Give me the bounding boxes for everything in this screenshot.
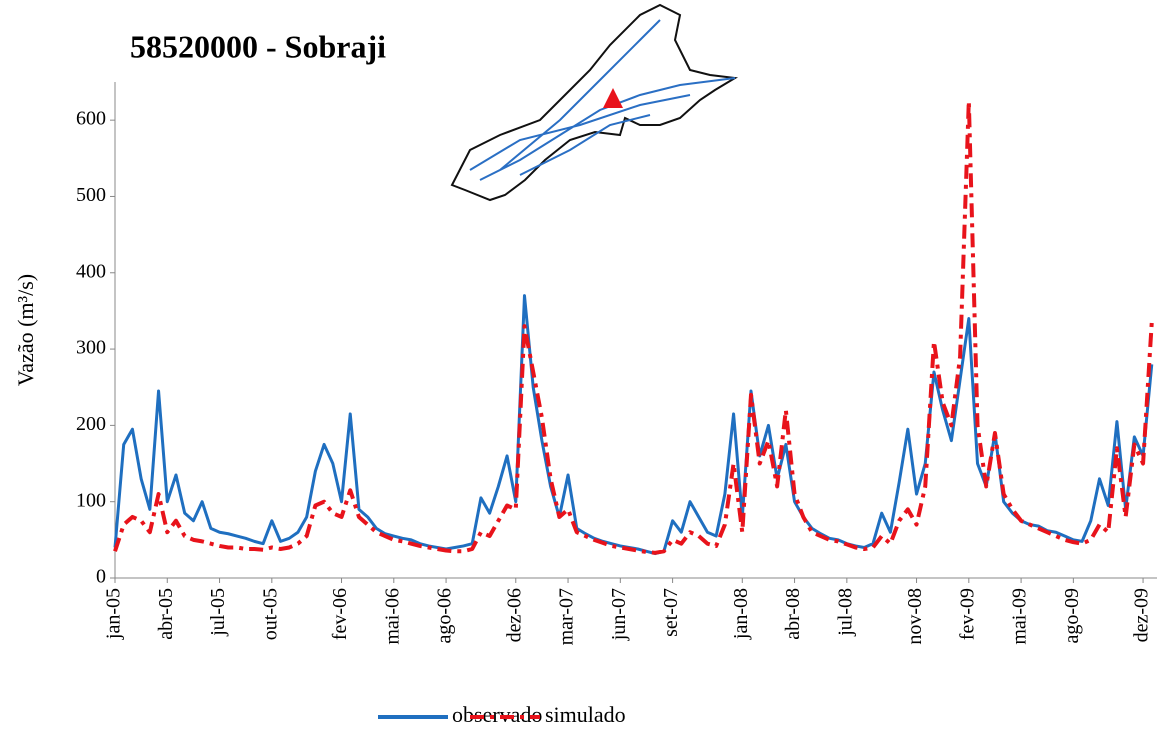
x-tick-label: mar-07: [556, 588, 578, 645]
chart-title: 58520000 - Sobraji: [130, 28, 386, 64]
x-tick-label: jan-08: [730, 588, 752, 640]
x-tick-label: jun-07: [608, 588, 630, 641]
basin-map: [450, 3, 739, 202]
x-tick-label: jul-05: [207, 588, 229, 637]
x-tick-label: out-05: [259, 588, 281, 640]
legend: observado simulado: [378, 702, 626, 727]
y-tick-label: 300: [76, 337, 106, 359]
y-tick-label: 500: [76, 184, 106, 206]
x-tick-label: mai-09: [1009, 588, 1031, 645]
x-tick-label: fev-09: [956, 588, 978, 640]
rivers: [469, 19, 736, 181]
x-tick-label: ago-06: [434, 588, 456, 644]
x-tick-label: dez-09: [1131, 588, 1153, 642]
series-line: [113, 294, 1154, 556]
y-axis-label: Vazão (m³/s): [13, 274, 38, 386]
x-tick-label: jul-08: [834, 588, 856, 637]
x-tick-label: dez-06: [503, 588, 525, 642]
x-tick-label: mai-06: [381, 588, 403, 645]
x-tick-label: fev-06: [329, 588, 351, 640]
y-tick-label: 600: [76, 108, 106, 130]
x-tick-label: abr-08: [782, 588, 804, 640]
x-tick-label: abr-05: [155, 588, 177, 640]
legend-label: simulado: [545, 702, 626, 727]
x-tick-label: jan-05: [103, 588, 125, 640]
legend-label: observado: [452, 702, 542, 727]
y-tick-label: 200: [76, 413, 106, 435]
x-tick-label: nov-08: [904, 588, 926, 645]
station-marker: [603, 88, 623, 108]
y-tick-label: 100: [76, 489, 106, 511]
y-tick-label: 400: [76, 260, 106, 282]
x-tick-label: ago-09: [1061, 588, 1083, 644]
series-line: [113, 99, 1154, 555]
basin-outline: [450, 3, 739, 202]
y-tick-label: 0: [96, 566, 106, 588]
x-tick-label: set-07: [660, 588, 682, 637]
